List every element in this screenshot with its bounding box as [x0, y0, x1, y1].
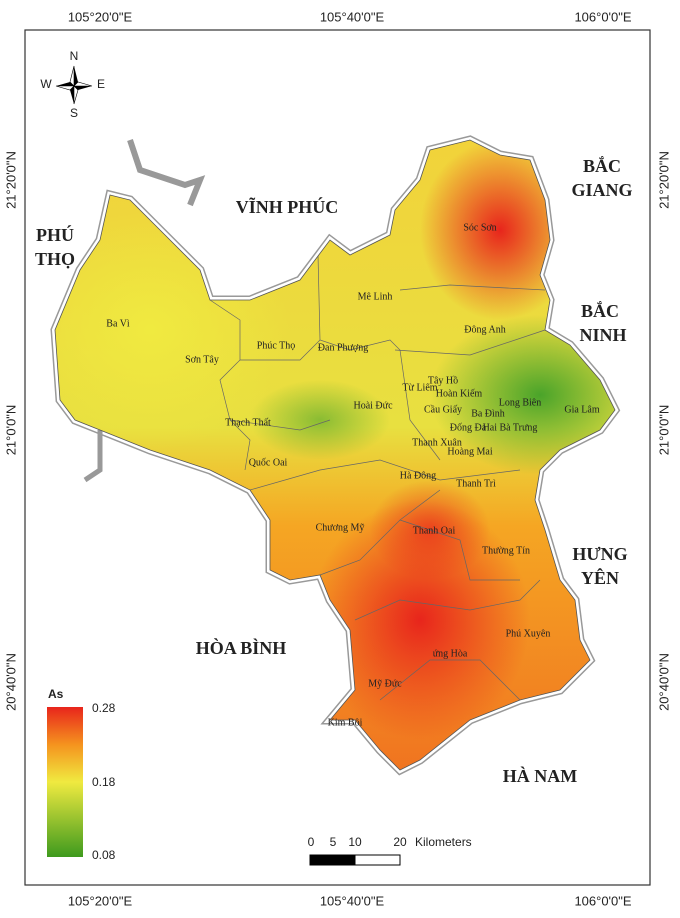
- lon-label: 105°20'0"E: [68, 893, 133, 908]
- province-label: VĨNH PHÚC: [236, 196, 339, 217]
- compass-e: E: [97, 77, 105, 91]
- lon-label: 105°40'0"E: [320, 9, 385, 24]
- scale-tick: 20: [393, 835, 407, 849]
- lon-label: 106°0'0"E: [574, 9, 631, 24]
- district-label: Ba Vì: [106, 318, 130, 329]
- district-label: Gia Lâm: [564, 404, 599, 415]
- compass-w: W: [40, 77, 52, 91]
- lon-label: 105°40'0"E: [320, 893, 385, 908]
- district-label: Cầu Giấy: [424, 404, 462, 415]
- district-label: Hà Đông: [400, 470, 436, 481]
- district-label: Thạch Thất: [225, 417, 271, 428]
- district-label: Quốc Oai: [249, 457, 288, 468]
- scale-tick: 0: [308, 835, 315, 849]
- lat-label: 21°20'0"N: [656, 151, 671, 209]
- district-label: Từ Liêm: [402, 382, 437, 393]
- compass: N S E W: [40, 49, 105, 120]
- province-label: HÀ NAM: [503, 765, 578, 786]
- district-label: Thường Tín: [482, 545, 530, 556]
- district-label: Thanh Oai: [413, 525, 456, 536]
- surface-patch: [250, 380, 390, 460]
- district-label: Hoàn Kiếm: [436, 388, 483, 399]
- map-frame: [24, 29, 651, 886]
- district-label: Hoài Đức: [353, 400, 393, 411]
- lat-label: 20°40'0"N: [3, 653, 18, 711]
- province-label: NINH: [579, 325, 626, 345]
- district-label: Sóc Sơn: [463, 222, 496, 233]
- province-label: YÊN: [581, 567, 619, 588]
- district-borders: [209, 254, 546, 701]
- lat-label: 21°20'0"N: [3, 151, 18, 209]
- district-label: Tây Hồ: [428, 375, 458, 386]
- province-label: BẮC: [581, 300, 619, 321]
- district-label: Đông Anh: [464, 324, 505, 335]
- lat-label: 21°0'0"N: [656, 405, 671, 456]
- district-label: Sơn Tây: [185, 354, 219, 365]
- legend-ramp: [47, 707, 83, 857]
- lon-label: 106°0'0"E: [574, 893, 631, 908]
- compass-n: N: [70, 49, 79, 63]
- scale-tick: 5: [330, 835, 337, 849]
- district-label: ứng Hòa: [433, 648, 468, 659]
- province-label: THỌ: [35, 249, 75, 269]
- district-label: Hoàng Mai: [447, 446, 492, 457]
- district-label: Mê Linh: [358, 291, 393, 302]
- scale-bar: 0 5 10 20 Kilometers: [308, 835, 472, 866]
- lat-label: 21°0'0"N: [3, 405, 18, 456]
- district-labels: Sóc Sơn Mê Linh Ba Vì Sơn Tây Phúc Thọ Đan Ph…: [106, 222, 600, 728]
- river: [83, 430, 103, 483]
- compass-s: S: [70, 106, 78, 120]
- legend-label: 0.28: [92, 701, 116, 715]
- province-label: HÒA BÌNH: [196, 637, 287, 658]
- legend-label: 0.08: [92, 848, 116, 862]
- district-label: Kim Bôi: [328, 717, 363, 728]
- district-label: Hai Bà Trưng: [483, 422, 538, 433]
- province-label: BẮC: [583, 155, 621, 176]
- province-label: GIANG: [571, 180, 632, 200]
- district-label: Phúc Thọ: [257, 340, 295, 351]
- province-label: PHÚ: [36, 224, 74, 245]
- legend-label: 0.18: [92, 775, 116, 789]
- legend-title: As: [48, 687, 64, 701]
- district-label: Thanh Trì: [456, 478, 496, 489]
- district-label: Đan Phượng: [318, 342, 368, 353]
- district-label: Long Biên: [499, 397, 542, 408]
- district-label: Ba Đình: [471, 408, 505, 419]
- province-label: HƯNG: [572, 544, 627, 564]
- district-label: Đống Đa: [450, 422, 487, 433]
- district-label: Phú Xuyên: [506, 628, 551, 639]
- district-label: Mỹ Đức: [368, 678, 402, 689]
- scale-unit: Kilometers: [415, 835, 472, 849]
- district-label: Chương Mỹ: [316, 522, 365, 533]
- lon-label: 105°20'0"E: [68, 9, 133, 24]
- lat-label: 20°40'0"N: [656, 653, 671, 711]
- scale-tick: 10: [348, 835, 362, 849]
- surface-patch: [420, 140, 580, 320]
- river: [127, 139, 206, 207]
- district-label: Thanh Xuân: [412, 437, 462, 448]
